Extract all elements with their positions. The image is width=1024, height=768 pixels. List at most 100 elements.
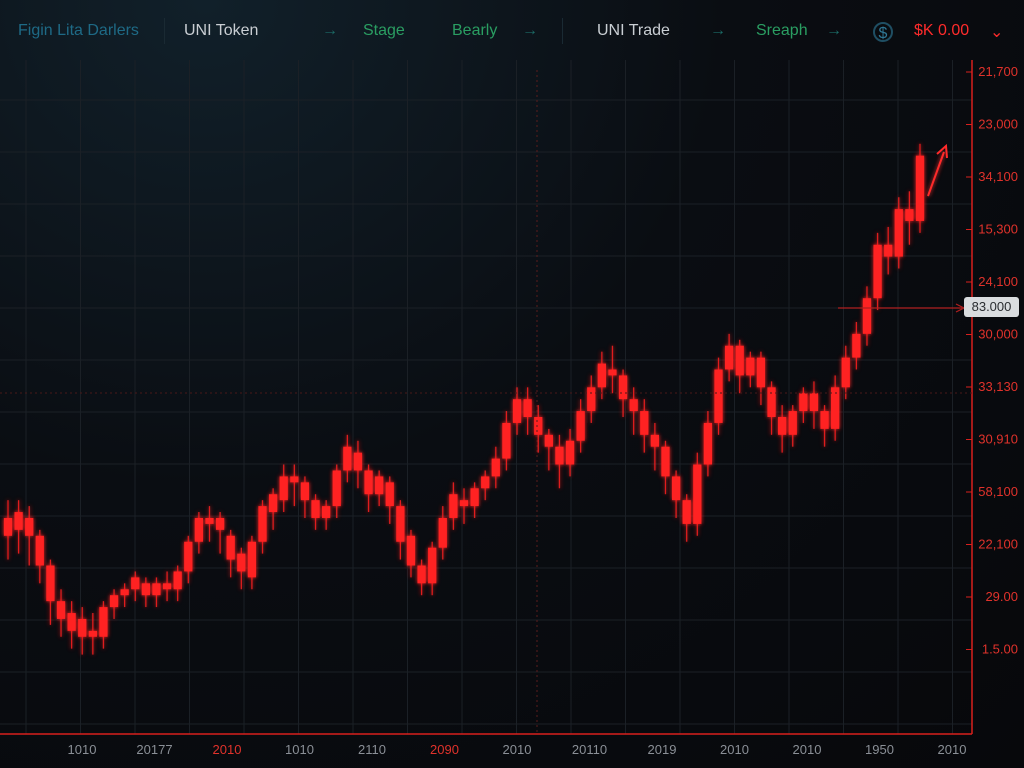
candle-body bbox=[311, 500, 320, 518]
candle-body bbox=[512, 399, 522, 423]
candle-body bbox=[862, 298, 872, 334]
x-tick-label: 2110 bbox=[358, 742, 386, 757]
candle-body bbox=[237, 553, 246, 572]
candle-body bbox=[417, 565, 426, 584]
y-tick-label: 30,910 bbox=[978, 432, 1018, 447]
candle-body bbox=[152, 583, 161, 596]
candle-body bbox=[873, 244, 882, 299]
x-tick-label: 2010 bbox=[938, 742, 967, 757]
candle-body bbox=[215, 517, 225, 530]
candle-body bbox=[46, 565, 55, 602]
x-tick-label: 2090 bbox=[430, 742, 459, 757]
current-price-tag bbox=[964, 297, 1019, 317]
candle-body bbox=[608, 369, 617, 376]
candle-body bbox=[831, 387, 840, 429]
candle-body bbox=[99, 607, 108, 637]
candle-body bbox=[544, 434, 553, 447]
candle-body bbox=[14, 512, 23, 530]
candle-body bbox=[131, 577, 140, 590]
candle-body bbox=[406, 535, 416, 566]
candle-body bbox=[565, 440, 575, 465]
candle-body bbox=[481, 476, 490, 489]
candle-body bbox=[555, 446, 564, 465]
arrow-right-icon: → bbox=[522, 22, 538, 39]
x-tick-label: 1010 bbox=[68, 742, 97, 757]
candle-body bbox=[459, 500, 469, 507]
candle-body bbox=[629, 399, 638, 412]
candle-body bbox=[491, 458, 500, 477]
x-tick-label: 2010 bbox=[213, 742, 242, 757]
candle-body bbox=[428, 547, 437, 584]
candle-body bbox=[120, 589, 129, 596]
candle-body bbox=[184, 541, 193, 572]
price-display[interactable]: $K 0.00 bbox=[914, 22, 970, 39]
candle-body bbox=[385, 482, 394, 507]
divider bbox=[164, 18, 165, 44]
chart-axes bbox=[0, 60, 973, 735]
candle-body bbox=[194, 517, 204, 542]
candle-body bbox=[746, 357, 755, 376]
y-tick-label: 30,000 bbox=[978, 327, 1018, 342]
candle-body bbox=[25, 517, 34, 536]
candle-body bbox=[767, 387, 776, 417]
y-tick-label: 21,700 bbox=[978, 64, 1018, 79]
candle-body bbox=[714, 369, 723, 423]
candle-body bbox=[322, 506, 331, 518]
candle-body bbox=[820, 411, 829, 429]
stage-menu-item[interactable]: Stage bbox=[363, 22, 405, 39]
candle-body bbox=[534, 417, 543, 435]
x-tick-label: 2010 bbox=[720, 742, 749, 757]
candle-body bbox=[449, 494, 458, 518]
candle-body bbox=[735, 345, 744, 376]
candle-body bbox=[852, 333, 861, 358]
candle-body bbox=[809, 393, 819, 412]
chevron-down-icon[interactable]: ⌄ bbox=[990, 24, 1004, 41]
candle-body bbox=[703, 422, 713, 465]
candle-body bbox=[247, 541, 257, 578]
candle-body bbox=[650, 434, 660, 447]
y-tick-label: 58,100 bbox=[978, 484, 1018, 499]
candle-body bbox=[67, 613, 76, 631]
app-logo-text[interactable]: Figin Lita Darlers bbox=[18, 22, 139, 39]
candle-body bbox=[279, 476, 288, 501]
candle-body bbox=[205, 517, 214, 524]
coin-icon[interactable]: $ bbox=[873, 22, 893, 42]
top-bar: Figin Lita Darlers UNI Token → Stage Bea… bbox=[0, 0, 1024, 64]
token-menu-item[interactable]: UNI Token bbox=[184, 22, 259, 39]
candle-body bbox=[364, 470, 373, 495]
candle-body bbox=[915, 155, 925, 221]
x-tick-label: 1010 bbox=[285, 742, 314, 757]
trade-menu-item[interactable]: UNI Trade bbox=[597, 22, 670, 39]
y-tick-label: 34,100 bbox=[978, 169, 1018, 184]
candle-body bbox=[618, 375, 628, 400]
y-tick-label: 24,100 bbox=[978, 274, 1018, 289]
x-axis-ticks: 1010 20177 2010 1010 2110 2090 2010 20110 2019 20… bbox=[68, 742, 967, 757]
current-price-label: 83.000 bbox=[972, 299, 1012, 314]
x-tick-label: 2010 bbox=[793, 742, 822, 757]
arrow-right-icon: → bbox=[710, 22, 726, 39]
candle-body bbox=[894, 209, 903, 257]
arrow-right-icon: → bbox=[322, 22, 338, 39]
y-tick-label: 23,000 bbox=[978, 117, 1018, 132]
candle-body bbox=[268, 494, 278, 513]
candle-body bbox=[300, 482, 310, 501]
candle-body bbox=[332, 470, 341, 507]
candle-body bbox=[724, 345, 734, 370]
trend-arrowhead-icon bbox=[936, 143, 948, 159]
candle-body bbox=[353, 452, 363, 471]
candle-body bbox=[375, 476, 384, 495]
candle-body bbox=[290, 476, 299, 483]
candle-body bbox=[682, 500, 691, 524]
candle-body bbox=[35, 535, 44, 566]
candle-body bbox=[162, 583, 172, 590]
candle-body bbox=[788, 411, 797, 435]
divider bbox=[562, 18, 563, 44]
y-tick-label: 33,130 bbox=[978, 379, 1018, 394]
candle-body bbox=[799, 393, 808, 412]
trend-arrow-icon bbox=[927, 151, 945, 197]
candle-body bbox=[841, 357, 850, 388]
candle-body bbox=[640, 411, 649, 435]
bearly-menu-item[interactable]: Bearly bbox=[452, 22, 498, 39]
sreaph-menu-item[interactable]: Sreaph bbox=[756, 22, 808, 39]
